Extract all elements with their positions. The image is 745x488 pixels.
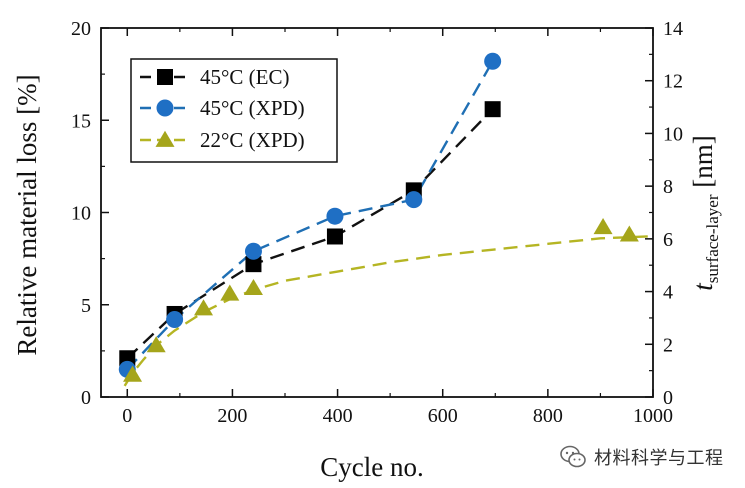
y2-tick-label: 0	[663, 387, 673, 409]
y2-tick-label: 10	[663, 123, 683, 145]
data-point-xpd-22c	[194, 299, 214, 316]
watermark-text: 材料科学与工程	[594, 448, 724, 469]
data-point-ec-45c	[484, 101, 501, 118]
x-tick-label: 0	[122, 405, 132, 427]
data-point-xpd-45c	[405, 191, 423, 209]
data-point-xpd-45c	[244, 242, 262, 260]
y2-tick-label: 14	[663, 18, 683, 40]
y-tick-label: 15	[71, 110, 91, 132]
y-tick-label: 20	[71, 18, 91, 40]
data-point-xpd-22c	[243, 278, 263, 296]
x-tick-label: 1000	[633, 405, 673, 427]
x-tick-label: 400	[323, 405, 353, 427]
y2-tick-label: 6	[663, 229, 673, 251]
legend-marker-xpd-22c	[155, 130, 175, 147]
series-markers	[118, 52, 639, 382]
legend-marker-ec-45c	[157, 69, 173, 85]
x-tick-label: 800	[533, 405, 563, 427]
y2-axis-title-main: t	[688, 282, 718, 291]
wechat-icon	[560, 445, 586, 468]
y2-axis-title: tsurface-layer [nm]	[688, 135, 722, 290]
legend-label-xpd-45c: 45°C (XPD)	[200, 96, 305, 120]
data-point-ec-45c	[326, 228, 343, 245]
series-line-xpd-22c	[123, 235, 648, 387]
data-point-xpd-22c	[593, 218, 613, 235]
data-point-xpd-22c	[123, 365, 143, 382]
data-point-xpd-45c	[166, 311, 184, 329]
data-point-xpd-45c	[326, 207, 344, 225]
x-tick-label: 600	[428, 405, 458, 427]
watermark: 材料科学与工程	[558, 442, 724, 472]
y-axis-title: Relative material loss [%]	[12, 74, 42, 355]
legend-label-xpd-22c: 22°C (XPD)	[200, 128, 305, 152]
y2-tick-label: 12	[663, 71, 683, 93]
y-tick-label: 10	[71, 203, 91, 225]
y-tick-label: 0	[81, 387, 91, 409]
data-point-xpd-22c	[220, 284, 240, 301]
x-tick-label: 200	[217, 405, 247, 427]
y2-axis-title-sub: surface-layer	[703, 194, 722, 283]
y2-tick-label: 8	[663, 176, 673, 198]
data-point-xpd-45c	[484, 52, 502, 70]
data-point-xpd-22c	[146, 336, 166, 353]
legend-marker-xpd-45c	[156, 99, 174, 117]
y-tick-label: 5	[81, 295, 91, 317]
data-point-ec-45c	[245, 256, 262, 273]
y2-axis-title-unit: [nm]	[688, 135, 718, 194]
legend-label-ec-45c: 45°C (EC)	[200, 65, 289, 89]
legend: 45°C (EC) 45°C (XPD) 22°C (XPD)	[130, 58, 338, 163]
series-line-xpd-45c	[126, 60, 494, 371]
data-point-xpd-22c	[619, 225, 639, 242]
x-axis-title: Cycle no.	[320, 452, 423, 482]
y2-tick-label: 2	[663, 334, 673, 356]
y2-tick-label: 4	[663, 282, 673, 304]
